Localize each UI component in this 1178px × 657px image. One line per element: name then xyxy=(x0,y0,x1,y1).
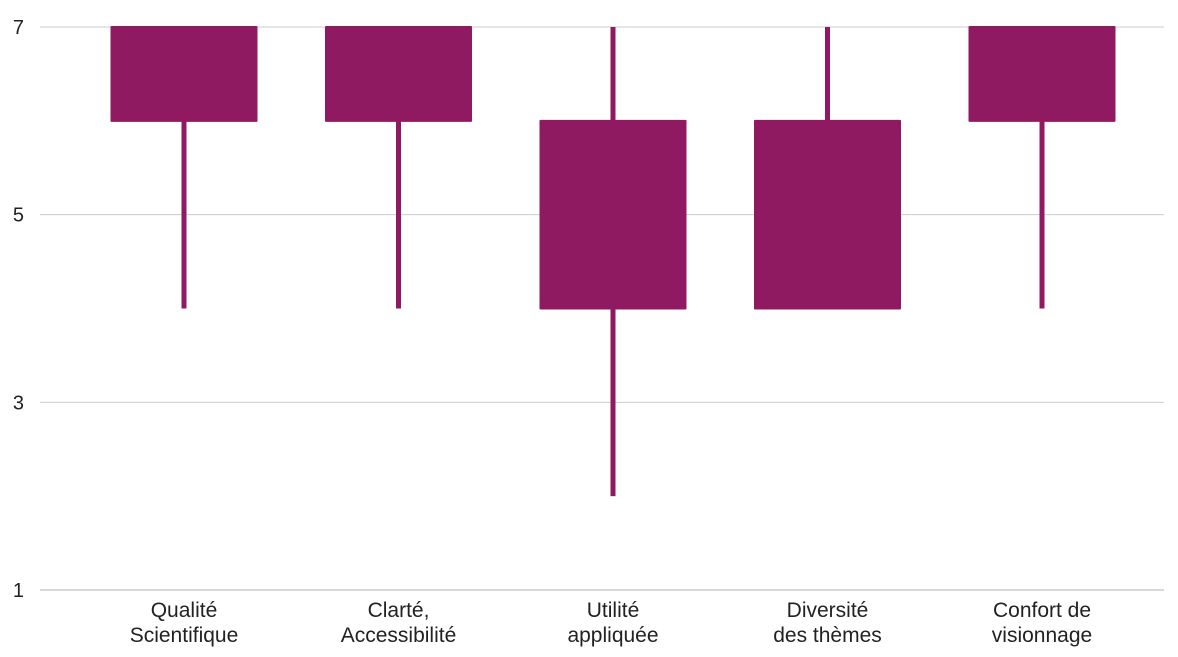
x-tick-label: Accessibilité xyxy=(341,624,457,647)
x-tick-label: appliquée xyxy=(567,624,658,647)
x-tick-label: Diversité xyxy=(787,599,869,622)
y-tick-label: 1 xyxy=(13,580,24,602)
x-tick-label: visionnage xyxy=(992,624,1092,647)
candle-wick xyxy=(181,27,187,309)
x-tick-label: des thèmes xyxy=(773,624,882,647)
candle-wick xyxy=(1039,27,1045,309)
y-axis: 1 3 5 7 xyxy=(13,17,24,602)
candle-box xyxy=(110,26,258,122)
y-tick-label: 5 xyxy=(13,205,24,227)
x-tick-label: Clarté, xyxy=(368,599,430,622)
series-marks xyxy=(110,26,1116,497)
x-tick-label: Confort de xyxy=(993,599,1091,622)
x-tick-label: Scientifique xyxy=(130,624,239,647)
candle-box xyxy=(968,26,1116,122)
candle-box xyxy=(325,26,472,122)
x-tick-label: Utilité xyxy=(587,599,640,622)
y-tick-label: 3 xyxy=(13,392,24,414)
y-tick-label: 7 xyxy=(13,17,24,39)
candle-box xyxy=(754,119,901,310)
candle-box xyxy=(539,119,687,310)
candle-wick xyxy=(396,27,401,309)
x-tick-label: Qualité xyxy=(151,599,218,622)
